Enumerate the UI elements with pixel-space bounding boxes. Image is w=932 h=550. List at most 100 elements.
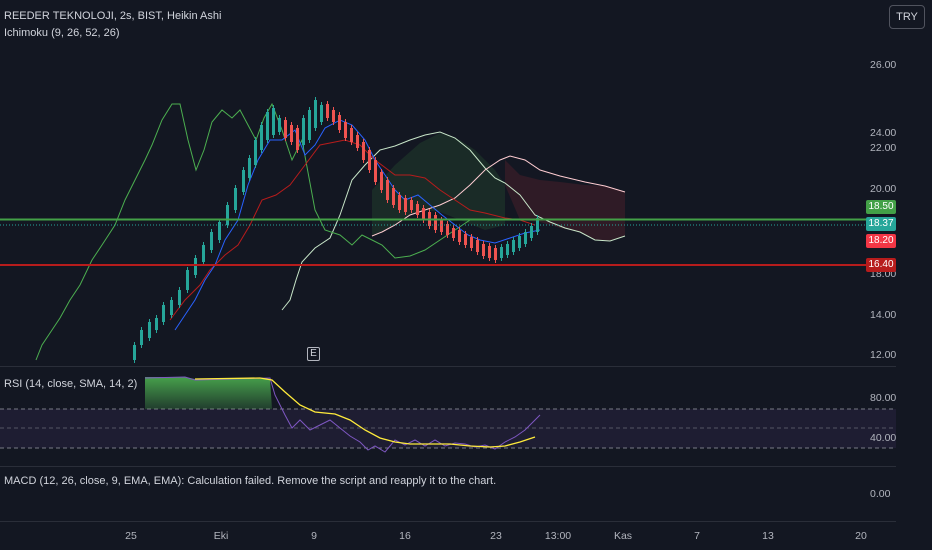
heikin-ashi-candle	[470, 237, 473, 248]
time-axis-label: 13:00	[544, 530, 572, 542]
heikin-ashi-candle	[186, 270, 189, 290]
macd-legend[interactable]: MACD (12, 26, close, 9, EMA, EMA): Calcu…	[4, 475, 497, 487]
heikin-ashi-candle	[326, 104, 329, 118]
heikin-ashi-candle	[464, 234, 467, 245]
heikin-ashi-candle	[362, 142, 365, 160]
price-tag-green: 18.50	[866, 200, 896, 214]
time-axis-label: 25	[125, 530, 137, 542]
time-axis-label: 7	[694, 530, 700, 542]
heikin-ashi-candle	[380, 172, 383, 190]
heikin-ashi-candle	[416, 204, 419, 215]
heikin-ashi-candle	[524, 232, 527, 244]
price-tag-last: 18.37	[866, 217, 896, 231]
heikin-ashi-candle	[404, 198, 407, 212]
heikin-ashi-candle	[338, 115, 341, 130]
heikin-ashi-candle	[350, 128, 353, 142]
time-axis-label: 13	[762, 530, 774, 542]
heikin-ashi-candle	[278, 118, 281, 132]
heikin-ashi-candle	[434, 215, 437, 230]
price-axis-label: 24.00	[870, 127, 897, 139]
heikin-ashi-candle	[368, 150, 371, 170]
ichimoku-legend[interactable]: Ichimoku (9, 26, 52, 26)	[4, 27, 120, 39]
heikin-ashi-candle	[476, 240, 479, 252]
time-axis-label: 9	[311, 530, 317, 542]
heikin-ashi-candle	[374, 160, 377, 182]
heikin-ashi-candle	[254, 140, 257, 165]
heikin-ashi-candle	[284, 120, 287, 138]
heikin-ashi-candle	[272, 108, 275, 135]
time-axis-label: 20	[855, 530, 867, 542]
heikin-ashi-candle	[218, 222, 221, 240]
heikin-ashi-candle	[155, 318, 158, 330]
macd-axis-label: 0.00	[870, 488, 891, 500]
heikin-ashi-candle	[356, 135, 359, 148]
heikin-ashi-candle	[344, 122, 347, 138]
price-axis-label: 26.00	[870, 59, 897, 71]
heikin-ashi-candle	[194, 258, 197, 275]
pane-separator[interactable]	[0, 366, 896, 367]
time-axis-separator	[0, 521, 896, 522]
heikin-ashi-candle	[226, 205, 229, 225]
heikin-ashi-candle	[148, 322, 151, 338]
rsi-axis-label: 80.00	[870, 392, 897, 404]
heikin-ashi-candle	[488, 246, 491, 258]
heikin-ashi-candle	[140, 330, 143, 345]
heikin-ashi-candle	[234, 188, 237, 210]
heikin-ashi-candle	[452, 228, 455, 238]
chikou-line	[35, 102, 471, 361]
pane-separator[interactable]	[0, 466, 896, 467]
time-axis-label: 23	[490, 530, 502, 542]
currency-button[interactable]: TRY	[889, 5, 925, 29]
heikin-ashi-candle	[266, 112, 269, 140]
price-axis-label: 20.00	[870, 183, 897, 195]
heikin-ashi-candle	[518, 236, 521, 248]
heikin-ashi-candle	[308, 110, 311, 140]
heikin-ashi-candle	[210, 232, 213, 250]
heikin-ashi-candle	[512, 240, 515, 252]
heikin-ashi-candle	[296, 128, 299, 150]
heikin-ashi-candle	[162, 305, 165, 322]
heikin-ashi-candle	[494, 248, 497, 260]
heikin-ashi-candle	[302, 118, 305, 145]
rsi-overbought-fill	[145, 377, 272, 409]
time-axis-label: Eki	[213, 530, 229, 542]
heikin-ashi-candle	[482, 244, 485, 256]
heikin-ashi-candle	[202, 245, 205, 262]
price-axis-label: 22.00	[870, 142, 897, 154]
price-axis-label: 12.00	[870, 349, 897, 361]
price-tag-dark-red: 16.40	[866, 258, 896, 272]
price-axis-label: 14.00	[870, 309, 897, 321]
heikin-ashi-candle	[458, 230, 461, 242]
heikin-ashi-candle	[320, 105, 323, 122]
rsi-legend[interactable]: RSI (14, close, SMA, 14, 2)	[4, 378, 138, 390]
candle-group	[133, 97, 539, 363]
heikin-ashi-candle	[314, 100, 317, 128]
heikin-ashi-candle	[440, 220, 443, 232]
time-axis-label: 16	[399, 530, 411, 542]
heikin-ashi-candle	[248, 158, 251, 178]
heikin-ashi-candle	[133, 345, 136, 360]
heikin-ashi-candle	[386, 180, 389, 200]
heikin-ashi-candle	[410, 200, 413, 210]
senkou-a-line	[281, 131, 626, 311]
heikin-ashi-candle	[398, 195, 401, 210]
price-tag-red: 18.20	[866, 234, 896, 248]
rsi-ma-line	[194, 377, 536, 448]
heikin-ashi-candle	[392, 188, 395, 205]
time-axis-label: Kas	[613, 530, 633, 542]
heikin-ashi-candle	[242, 170, 245, 192]
senkou-b-line	[371, 155, 626, 237]
heikin-ashi-candle	[506, 244, 509, 255]
heikin-ashi-candle	[530, 226, 533, 238]
heikin-ashi-candle	[260, 125, 263, 150]
heikin-ashi-candle	[422, 208, 425, 220]
heikin-ashi-candle	[446, 224, 449, 235]
earnings-event-marker[interactable]: E	[307, 347, 320, 361]
symbol-legend[interactable]: REEDER TEKNOLOJI, 2s, BIST, Heikin Ashi	[4, 10, 222, 22]
heikin-ashi-candle	[290, 125, 293, 142]
rsi-axis-label: 40.00	[870, 432, 897, 444]
heikin-ashi-candle	[178, 290, 181, 305]
heikin-ashi-candle	[500, 247, 503, 258]
ichimoku-cloud-red	[505, 160, 625, 241]
